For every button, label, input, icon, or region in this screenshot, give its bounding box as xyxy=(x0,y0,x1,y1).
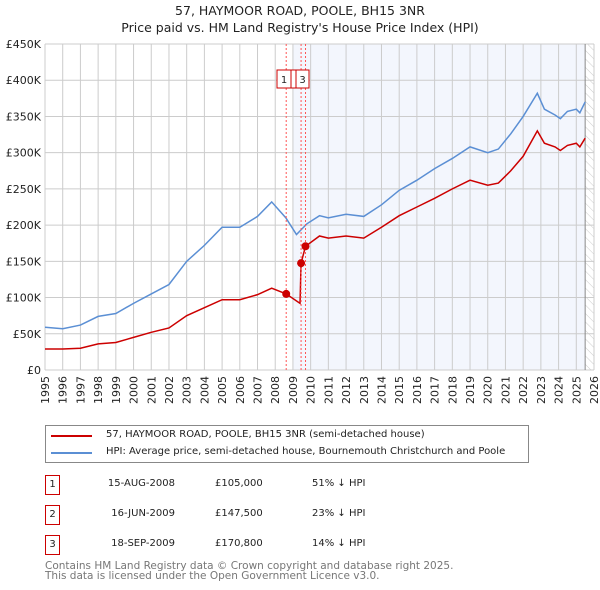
x-tick-label: 2024 xyxy=(553,376,566,404)
x-tick-label: 1998 xyxy=(92,376,105,404)
x-tick-label: 2020 xyxy=(482,376,495,404)
hpi-line xyxy=(44,91,586,330)
x-tick-label: 2025 xyxy=(570,376,583,404)
legend-swatch-hpi xyxy=(51,452,92,454)
x-tick-label: 2013 xyxy=(358,376,371,404)
y-tick-label: £200K xyxy=(6,219,42,232)
x-tick-label: 2026 xyxy=(588,376,600,404)
x-tick-label: 1999 xyxy=(110,376,123,404)
x-tick-label: 2002 xyxy=(163,376,176,404)
x-tick-label: 2022 xyxy=(517,376,530,404)
x-tick-label: 2004 xyxy=(198,376,211,404)
footer: Contains HM Land Registry data © Crown c… xyxy=(45,560,454,582)
y-tick-label: £350K xyxy=(6,110,42,123)
legend-label-property: 57, HAYMOOR ROAD, POOLE, BH15 3NR (semi-… xyxy=(106,429,425,440)
y-tick-label: £0 xyxy=(27,364,41,377)
x-tick-label: 2000 xyxy=(128,376,141,404)
sale-hpi-diff: 14% ↓ HPI xyxy=(312,538,366,549)
sale-row: 3 18-SEP-2009 £170,800 14% ↓ HPI xyxy=(45,535,565,555)
sale-price: £170,800 xyxy=(215,538,263,549)
y-tick-label: £450K xyxy=(6,38,42,51)
legend-swatch-property xyxy=(51,435,92,437)
x-tick-label: 2003 xyxy=(181,376,194,404)
x-tick-label: 2015 xyxy=(393,376,406,404)
y-tick-label: £150K xyxy=(6,255,42,268)
y-tick-label: £250K xyxy=(6,183,42,196)
x-tick-label: 2005 xyxy=(216,376,229,404)
x-tick-label: 1995 xyxy=(39,376,52,404)
x-tick-label: 2010 xyxy=(305,376,318,404)
y-tick-label: £50K xyxy=(13,328,42,341)
property-price-line xyxy=(45,129,586,350)
x-tick-label: 2014 xyxy=(375,376,388,404)
x-tick-label: 2016 xyxy=(411,376,424,404)
sale-label-number: 1 xyxy=(281,75,287,86)
sale-label-number: 3 xyxy=(299,75,305,86)
sale-hpi-diff: 23% ↓ HPI xyxy=(312,508,366,519)
footer-line-2: This data is licensed under the Open Gov… xyxy=(45,570,380,582)
x-tick-label: 1997 xyxy=(74,376,87,404)
forecast-hatch xyxy=(585,44,594,370)
x-tick-label: 2021 xyxy=(499,376,512,404)
x-tick-label: 2012 xyxy=(340,376,353,404)
x-tick-label: 2001 xyxy=(145,376,158,404)
chart-subtitle: Price paid vs. HM Land Registry's House … xyxy=(121,20,479,35)
x-tick-label: 2007 xyxy=(252,376,265,404)
x-tick-label: 1996 xyxy=(57,376,70,404)
x-tick-label: 2006 xyxy=(234,376,247,404)
x-tick-label: 2018 xyxy=(446,376,459,404)
x-tick-label: 2023 xyxy=(535,376,548,404)
sale-label-box xyxy=(295,69,310,89)
sale-number: 3 xyxy=(45,535,60,555)
sale-number: 1 xyxy=(45,475,60,495)
y-tick-label: £100K xyxy=(6,292,42,305)
sale-point xyxy=(297,259,306,268)
x-tick-label: 2009 xyxy=(287,376,300,404)
plot-area: £0 £50K £100K £150K £200K £250K £300K £350K £400… xyxy=(6,38,600,404)
x-tick-label: 2019 xyxy=(464,376,477,404)
sale-price: £147,500 xyxy=(215,508,263,519)
sale-point xyxy=(301,242,310,251)
x-tick-label: 2008 xyxy=(269,376,282,404)
sale-label-box xyxy=(290,69,297,89)
y-tick-label: £300K xyxy=(6,147,42,160)
y-tick-label: £400K xyxy=(6,74,42,87)
sale-point xyxy=(282,289,291,298)
sale-date: 16-JUN-2009 xyxy=(111,508,175,519)
shaded-period xyxy=(292,44,586,370)
x-tick-label: 2011 xyxy=(322,376,335,404)
legend: 57, HAYMOOR ROAD, POOLE, BH15 3NR (semi-… xyxy=(45,425,529,463)
x-tick-label: 2017 xyxy=(429,376,442,404)
chart-title: 57, HAYMOOR ROAD, POOLE, BH15 3NR xyxy=(175,3,425,18)
sale-date: 15-AUG-2008 xyxy=(107,478,175,489)
sale-row: 1 15-AUG-2008 £105,000 51% ↓ HPI xyxy=(45,475,565,495)
sale-row: 2 16-JUN-2009 £147,500 23% ↓ HPI xyxy=(45,505,565,525)
footer-line-1: Contains HM Land Registry data © Crown c… xyxy=(45,560,454,572)
sale-price: £105,000 xyxy=(215,478,263,489)
legend-label-hpi: HPI: Average price, semi-detached house,… xyxy=(106,446,506,457)
sale-number: 2 xyxy=(45,505,60,525)
sale-date: 18-SEP-2009 xyxy=(111,538,175,549)
sale-hpi-diff: 51% ↓ HPI xyxy=(312,478,366,489)
